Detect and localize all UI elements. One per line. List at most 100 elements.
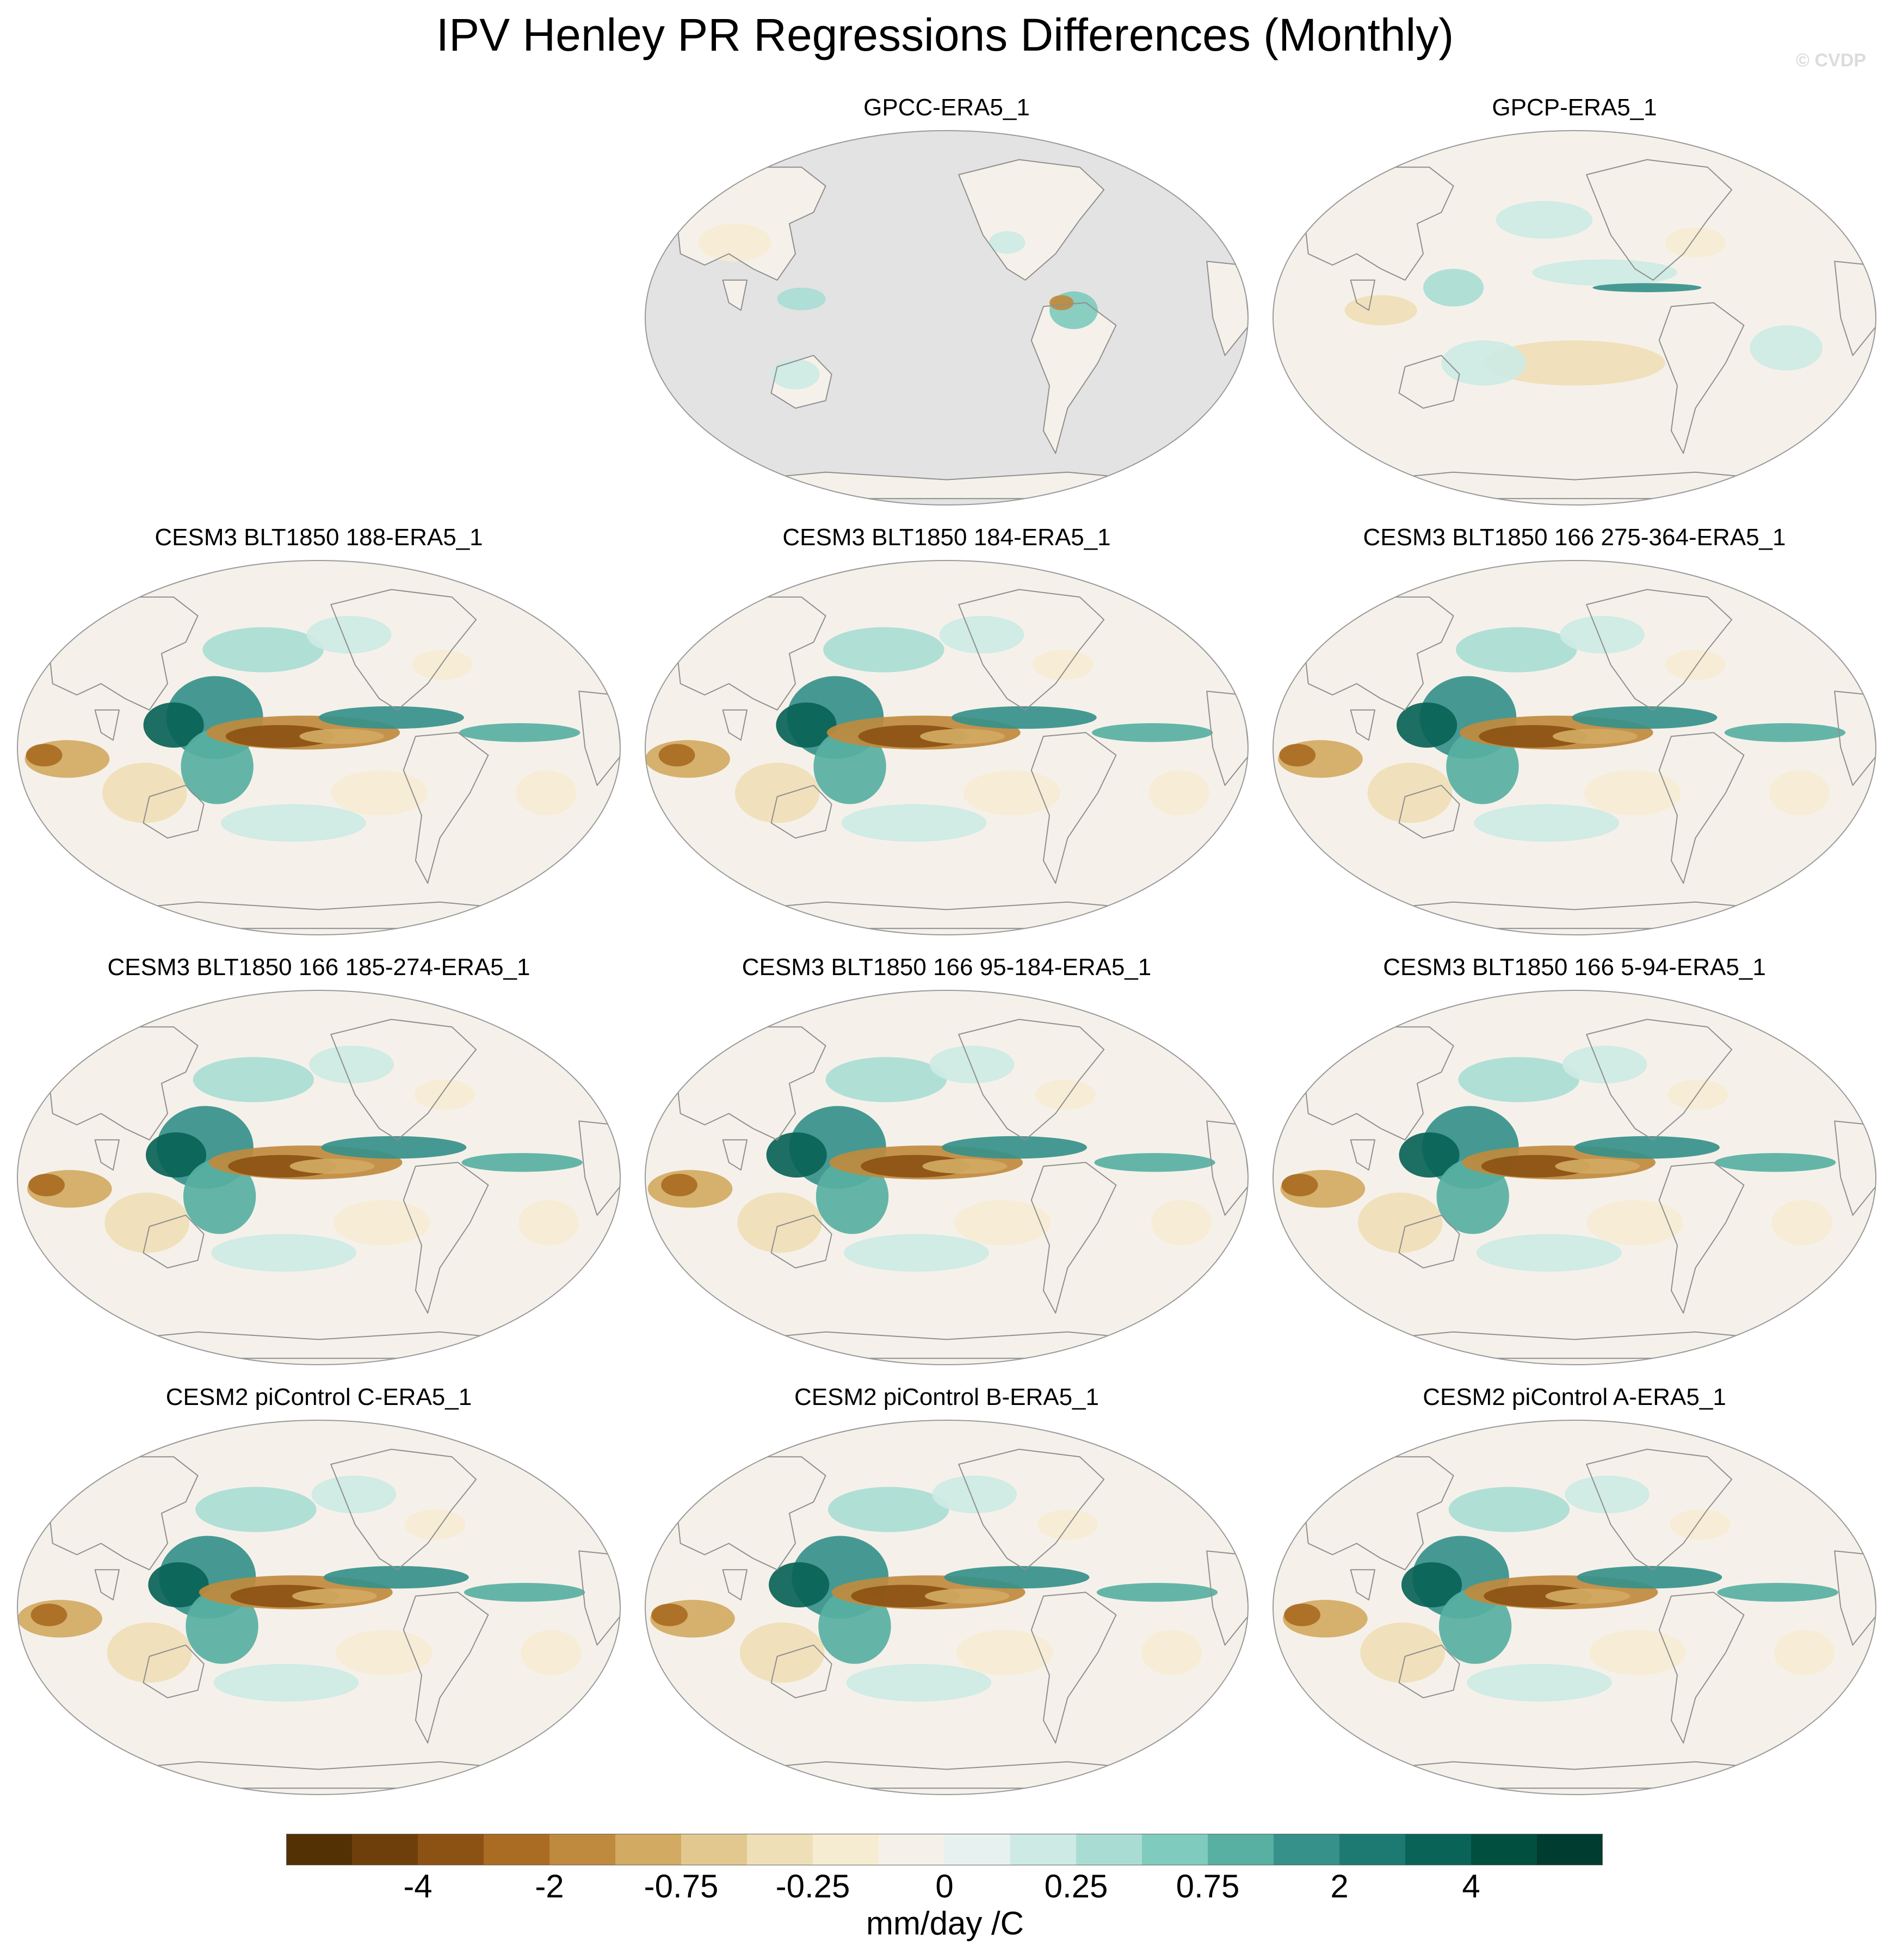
colorbar	[286, 1834, 1603, 1865]
panel-title: CESM3 BLT1850 166 95-184-ERA5_1	[742, 954, 1152, 981]
map-panel: CESM2 piControl C-ERA5_1	[8, 1382, 630, 1807]
coastline	[1030, 302, 1117, 454]
coastline	[1350, 709, 1375, 741]
anomaly-contour	[1399, 1132, 1460, 1178]
map-border	[645, 560, 1249, 935]
anomaly-contour	[922, 1158, 1008, 1174]
map-plot	[645, 1420, 1249, 1795]
colorbar-tick-label: 0	[935, 1868, 954, 1904]
anomaly-contour	[823, 627, 944, 673]
anomaly-contour	[323, 1565, 469, 1589]
anomaly-contour	[818, 1588, 891, 1664]
colorbar-swatch	[944, 1834, 1011, 1865]
map-plot	[17, 560, 621, 935]
coastline	[1586, 159, 1733, 281]
colorbar-swatch	[747, 1834, 813, 1865]
anomaly-contour	[1049, 295, 1074, 311]
land-area	[722, 280, 747, 311]
chart-title: IPV Henley PR Regressions Differences (M…	[436, 9, 1454, 60]
anomaly-contour	[813, 729, 886, 804]
anomaly-contour	[1436, 1158, 1509, 1234]
anomaly-contour	[1456, 627, 1577, 673]
anomaly-contour	[1035, 1080, 1096, 1110]
colorbar-units: mm/day /C	[866, 1905, 1024, 1941]
anomaly-contour	[193, 1057, 314, 1102]
coastline	[770, 1215, 832, 1269]
anomaly-contour	[1545, 1588, 1630, 1604]
map-plot	[17, 990, 621, 1365]
panel-title: CESM3 BLT1850 184-ERA5_1	[782, 524, 1111, 551]
coastline	[94, 709, 120, 741]
anomaly-contour	[1774, 1630, 1835, 1675]
anomaly-contour	[26, 744, 63, 767]
anomaly-contour	[1665, 227, 1726, 258]
anomaly-contour	[516, 770, 577, 816]
coastline	[722, 1569, 748, 1601]
colorbar-tick-label: -0.25	[775, 1868, 850, 1904]
panel-title: GPCC-ERA5_1	[863, 94, 1030, 121]
anomaly-contour	[846, 1663, 992, 1702]
anomaly-contour	[1496, 201, 1593, 239]
anomaly-contour	[299, 729, 385, 744]
colorbar-frame	[286, 1834, 1603, 1865]
anomaly-contour	[319, 706, 464, 729]
coastline	[722, 709, 748, 741]
anomaly-contour	[929, 1045, 1015, 1083]
anomaly-contour	[661, 1174, 697, 1197]
coastline	[1350, 1139, 1375, 1171]
coastline	[1658, 1592, 1745, 1744]
map-plot	[645, 560, 1249, 935]
coastline	[403, 732, 489, 884]
anomaly-contour	[1577, 1565, 1722, 1589]
coastline	[722, 1139, 748, 1171]
coastline	[958, 1019, 1105, 1141]
anomaly-contour	[1562, 1045, 1647, 1083]
map-border	[1273, 1420, 1876, 1795]
anomaly-contour	[851, 1585, 960, 1607]
anomaly-contour	[331, 770, 428, 816]
anomaly-contour	[1667, 1080, 1728, 1110]
anomaly-contour	[1397, 702, 1457, 748]
anomaly-contour	[939, 615, 1024, 654]
anomaly-contour	[1555, 1158, 1640, 1174]
anomaly-contour	[932, 1475, 1017, 1513]
colorbar-swatch	[1471, 1834, 1537, 1865]
coastline	[770, 1644, 832, 1699]
anomaly-contour	[336, 1630, 433, 1675]
anomaly-contour	[825, 1057, 947, 1102]
anomaly-contour	[225, 725, 335, 748]
coastline	[143, 1644, 205, 1699]
anomaly-contour	[1096, 1583, 1218, 1602]
anomaly-contour	[1401, 1562, 1462, 1607]
anomaly-contour	[107, 1622, 192, 1683]
panel-title: CESM3 BLT1850 166 275-364-ERA5_1	[1363, 524, 1786, 551]
anomaly-contour	[1572, 706, 1718, 729]
colorbar-swatch	[286, 1834, 353, 1865]
anomaly-contour	[28, 1174, 65, 1197]
coastline	[403, 1162, 489, 1314]
anomaly-contour	[1769, 770, 1830, 816]
anomaly-contour	[414, 1080, 475, 1110]
map-border	[645, 990, 1249, 1365]
anomaly-contour	[306, 615, 392, 654]
coastline	[1350, 1569, 1375, 1601]
anomaly-contour	[1448, 1487, 1570, 1532]
colorbar-swatch	[879, 1834, 945, 1865]
anomaly-contour	[145, 1132, 207, 1178]
colorbar-tick-label: 0.75	[1176, 1868, 1240, 1904]
anomaly-contour	[1474, 804, 1620, 842]
colorbar-swatch	[1274, 1834, 1340, 1865]
colorbar-swatch	[1208, 1834, 1274, 1865]
anomaly-contour	[944, 1565, 1090, 1589]
colorbar-tick-label: 4	[1462, 1868, 1480, 1904]
map-border	[17, 990, 621, 1365]
anomaly-contour	[1589, 1630, 1686, 1675]
map-panel: CESM3 BLT1850 166 275-364-ERA5_1	[1263, 522, 1886, 947]
map-plot	[17, 1420, 621, 1795]
anomaly-contour	[1467, 1663, 1612, 1702]
map-border	[645, 1420, 1249, 1795]
anomaly-contour	[211, 1234, 356, 1272]
anomaly-contour	[1279, 744, 1316, 767]
anomaly-contour	[461, 1153, 583, 1172]
anomaly-contour	[920, 729, 1005, 744]
